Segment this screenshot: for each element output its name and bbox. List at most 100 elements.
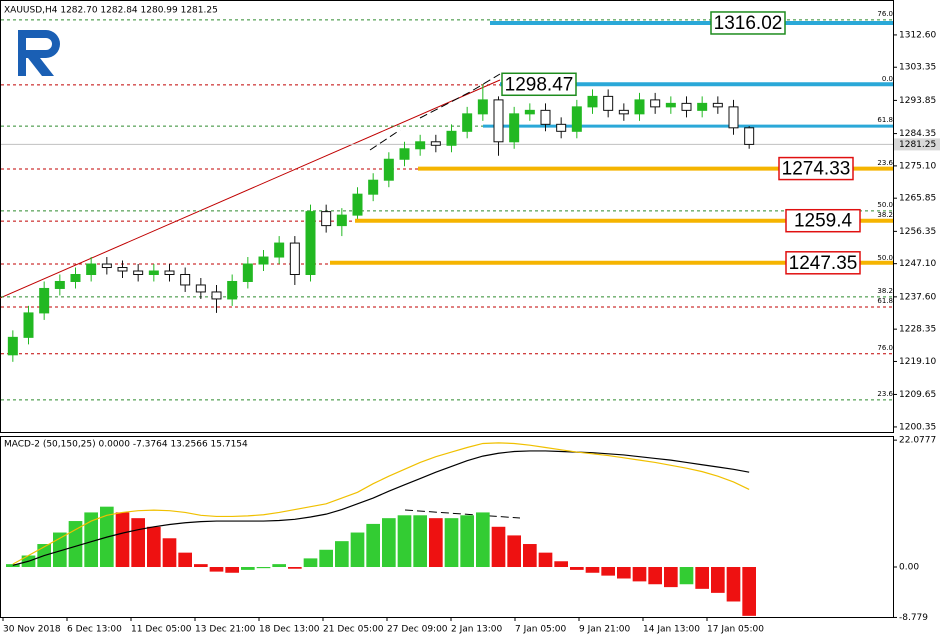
candle-body [556, 123, 567, 132]
candle-body [383, 158, 394, 181]
macd-bar [523, 544, 537, 568]
macd-bar [695, 567, 709, 589]
fib-label: 76.0 [877, 344, 893, 352]
macd-bar [382, 518, 396, 568]
y-tick-label: 1293.85 [899, 96, 936, 106]
y-tick-label: -8.779 [899, 613, 928, 623]
x-tick-label: 27 Dec 09:00 [387, 625, 448, 635]
macd-bar [303, 558, 318, 568]
macd-bar [225, 567, 239, 573]
macd-bar [366, 523, 380, 568]
candle-body [86, 263, 97, 275]
candle-body [164, 270, 175, 275]
macd-bar [460, 515, 474, 568]
candle-body [368, 179, 379, 195]
candle-body [524, 109, 535, 115]
macd-divergence [404, 509, 521, 519]
x-tick-label: 7 Jan 05:00 [515, 625, 567, 635]
macd-bar [162, 538, 177, 568]
candle-body [54, 280, 65, 289]
y-tick-label: 1303.35 [899, 63, 936, 73]
macd-bar [256, 567, 271, 569]
current-price-label: 1281.25 [899, 140, 936, 150]
level-box [785, 251, 861, 275]
x-tick-label: 2 Jan 13:00 [451, 625, 503, 635]
candle-body [697, 102, 708, 111]
candle-body [603, 95, 614, 111]
candle-body [274, 242, 285, 258]
level-box [785, 208, 861, 233]
candle-body [462, 113, 473, 132]
candle-body [321, 211, 332, 227]
macd-bar [288, 567, 302, 569]
level-label: 1316.02 [714, 13, 783, 34]
macd-bar [742, 567, 756, 616]
macd-bar [68, 521, 83, 568]
level-label: 1298.47 [505, 74, 574, 95]
macd-bar [726, 567, 741, 602]
candle-body [744, 127, 755, 145]
y-tick-label: 22.0777 [899, 436, 936, 446]
candle-body [148, 270, 159, 275]
candle-body [430, 141, 441, 146]
macd-bar [241, 567, 255, 570]
macd-bar [491, 526, 506, 568]
candle-body [195, 284, 206, 293]
fib-label: 61.8 [877, 116, 893, 124]
macd-bar [272, 564, 286, 568]
fib-label: 50.0 [877, 254, 893, 262]
macd-bar [444, 518, 459, 568]
x-tick-label: 11 Dec 05:00 [131, 625, 192, 635]
macd-bar [147, 526, 161, 568]
candle-body [634, 99, 645, 115]
x-tick-label: 17 Jan 05:00 [707, 625, 764, 635]
x-tick-label: 13 Dec 21:00 [195, 625, 256, 635]
candle-body [133, 270, 144, 275]
macd-bar [538, 552, 553, 568]
y-tick-label: 1284.35 [899, 129, 936, 139]
candle-body [336, 214, 347, 227]
x-tick-label: 6 Dec 13:00 [67, 625, 122, 635]
symbol-header: XAUUSD,H4 1282.70 1282.84 1280.99 1281.2… [4, 6, 218, 16]
candle-body [101, 263, 112, 269]
y-tick-label: 1200.35 [899, 422, 936, 432]
macd-bar [350, 532, 365, 568]
macd-bar [335, 541, 349, 568]
macd-bar [476, 512, 490, 568]
fib-label: 0.0 [882, 75, 893, 83]
candle-body [117, 267, 128, 272]
y-tick-label: 1228.35 [899, 325, 936, 335]
macd-bar [601, 567, 615, 576]
fib-label: 23.6 [877, 390, 893, 398]
candle-body [39, 287, 50, 314]
level-label: 1247.35 [789, 253, 858, 274]
macd-bar [617, 567, 631, 579]
fib-label: 23.6 [877, 159, 893, 167]
level-box [778, 156, 854, 181]
candle-body [352, 193, 363, 216]
candle-body [665, 102, 676, 108]
macd-line [12, 442, 750, 565]
macd-bar [507, 535, 521, 568]
candle-body [650, 99, 661, 108]
candle-body [712, 102, 723, 108]
macd-bar [679, 567, 694, 585]
macd-bar [84, 512, 98, 568]
x-tick-label: 14 Jan 13:00 [643, 625, 700, 635]
macd-bar [648, 567, 662, 585]
macd-bar [131, 518, 145, 568]
x-tick-label: 18 Dec 13:00 [259, 625, 320, 635]
candle-body [681, 102, 692, 111]
candle-body [211, 291, 222, 300]
candle-body [305, 211, 316, 275]
y-tick-label: 1275.10 [899, 161, 936, 171]
macd-bar [632, 567, 647, 582]
macd-header: MACD-2 (50,150,25) 0.0000 -7.3764 13.256… [4, 440, 248, 450]
level-label: 1259.4 [794, 211, 853, 232]
y-tick-label: 1209.65 [899, 390, 936, 400]
candle-body [509, 113, 520, 143]
candle-body [477, 99, 488, 115]
candle-body [23, 312, 34, 338]
macd-bar [554, 561, 568, 568]
